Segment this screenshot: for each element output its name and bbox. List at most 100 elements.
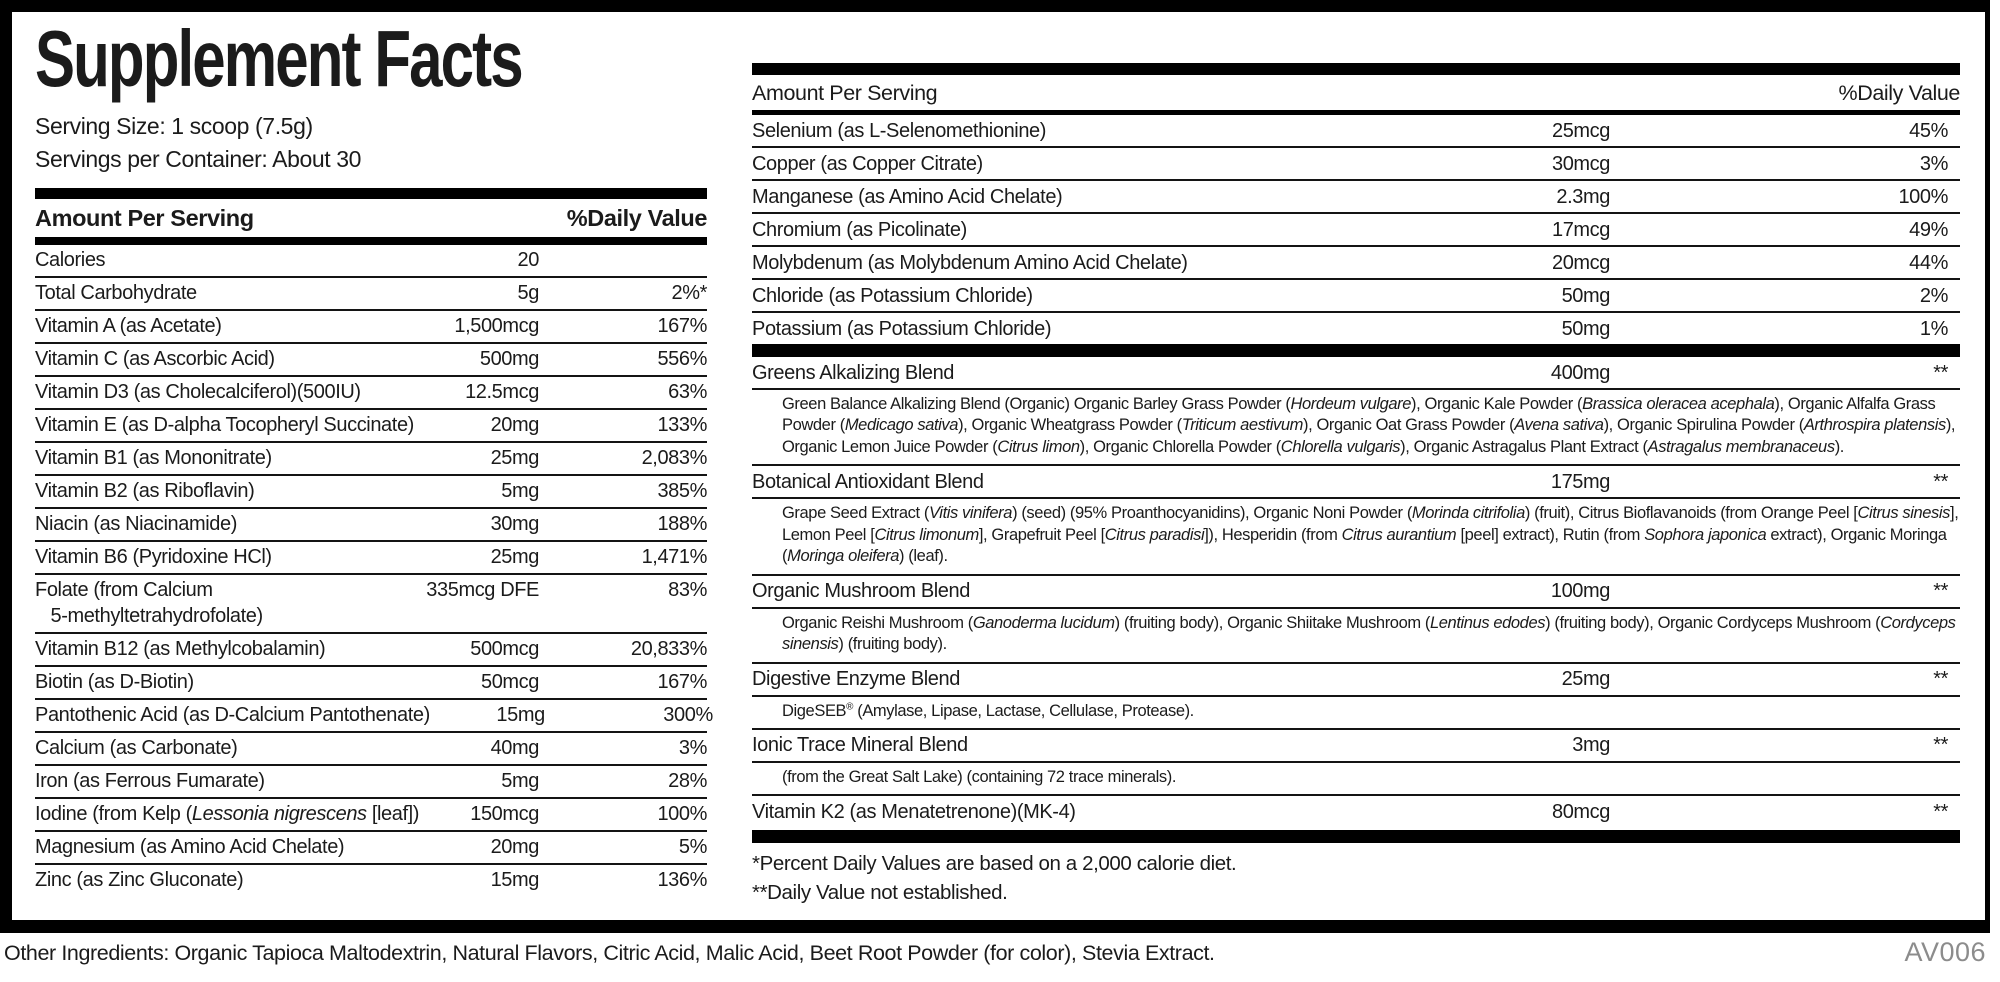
blend-daily-value: ** [1933,470,1948,493]
nutrient-name: Total Carbohydrate [35,282,197,305]
nutrient-amount: 15mg [496,704,545,727]
nutrient-daily-value: 1,471% [641,546,708,569]
nutrient-name: Zinc (as Zinc Gluconate) [35,869,244,892]
nutrient-name: Vitamin C (as Ascorbic Acid) [35,348,275,371]
right-table-header: Amount Per Serving %Daily Value [752,75,1960,110]
nutrient-name: Iron (as Ferrous Fumarate) [35,770,265,793]
nutrient-daily-value: 2%* [671,282,708,305]
nutrient-row: Zinc (as Zinc Gluconate) 15mg 136% [35,865,707,896]
nutrient-name: Vitamin B2 (as Riboflavin) [35,480,255,503]
nutrient-daily-value: 20,833% [630,638,708,661]
blend-row: Ionic Trace Mineral Blend 3mg ** [752,730,1960,763]
nutrient-row: Calories 20 [35,245,707,278]
nutrient-amount: 25mg [490,546,540,569]
nutrient-daily-value: 385% [657,480,707,503]
nutrient-row: Chloride (as Potassium Chloride) 50mg 2% [752,280,1960,313]
blend-name: Greens Alkalizing Blend [752,361,955,384]
nutrient-name: Iodine (from Kelp (Lessonia nigrescens [… [35,803,420,826]
nutrient-daily-value: 44% [1909,251,1948,274]
page-title: Supplement Facts [35,18,707,98]
right-table-rows: Selenium (as L-Selenomethionine) 25mcg 4… [752,115,1960,344]
nutrient-amount: 30mg [490,513,540,536]
nutrient-name: Vitamin B6 (Pyridoxine HCl) [35,546,272,569]
nutrient-name: Copper (as Copper Citrate) [752,152,983,175]
footnote-daily-values: *Percent Daily Values are based on a 2,0… [752,852,1237,876]
label-code: AV006 [1904,937,1986,967]
amount-per-serving-header: Amount Per Serving [35,204,254,231]
nutrient-row: Vitamin E (as D-alpha Tocopheryl Succina… [35,410,707,443]
nutrient-amount: 5mg [501,770,539,793]
nutrient-name: Calories [35,249,106,272]
thick-bar [35,236,707,245]
nutrient-amount: 500mg [479,348,540,371]
nutrient-amount: 40mg [490,737,540,760]
nutrient-daily-value: 133% [657,414,707,437]
blend-name: Botanical Antioxidant Blend [752,470,984,493]
nutrient-row: Selenium (as L-Selenomethionine) 25mcg 4… [752,115,1960,148]
blend-amount: 25mg [1561,668,1611,690]
thick-bar [35,187,707,199]
nutrient-amount: 20 [517,249,540,272]
blend-row: Digestive Enzyme Blend 25mg ** [752,664,1960,697]
nutrient-amount: 20mg [490,414,540,437]
nutrient-row: Vitamin B6 (Pyridoxine HCl) 25mg 1,471% [35,542,707,575]
nutrient-daily-value: 63% [668,381,707,404]
nutrient-daily-value: 167% [657,315,707,338]
nutrient-row: Folate (from Calcium 5-methyltetrahydrof… [35,575,707,634]
nutrient-name: Vitamin D3 (as Cholecalciferol)(500IU) [35,381,361,404]
nutrient-amount: 1,500mcg [454,315,539,338]
serving-size: Serving Size: 1 scoop (7.5g) [35,113,313,140]
nutrient-daily-value: 45% [1909,119,1948,142]
nutrient-row: Vitamin D3 (as Cholecalciferol)(500IU) 1… [35,377,707,410]
left-table-rows: Calories 20 Total Carbohydrate 5g 2%* Vi… [35,245,713,896]
serving-info: Serving Size: 1 scoop (7.5g) Servings pe… [35,110,707,175]
nutrient-daily-value: 5% [678,836,708,859]
nutrient-amount: 15mg [490,869,540,892]
blend-rows: Greens Alkalizing Blend 400mg ** Green B… [752,357,1960,827]
blend-row: Organic Mushroom Blend 100mg ** [752,576,1960,609]
nutrient-amount: 50mg [1561,317,1611,340]
blend-amount: 3mg [1572,734,1610,757]
footnote-not-established: **Daily Value not established. [752,880,1008,904]
blend-name: Organic Mushroom Blend [752,580,970,603]
nutrient-row: Copper (as Copper Citrate) 30mcg 3% [752,148,1960,181]
blend-amount: 175mg [1550,470,1611,493]
blend-daily-value: ** [1933,361,1948,384]
nutrient-daily-value: 136% [657,869,707,892]
nutrient-name: Vitamin A (as Acetate) [35,315,222,338]
nutrient-daily-value: 100% [1898,185,1948,208]
blend-description: DigeSEB® (Amylase, Lipase, Lactase, Cell… [752,697,1960,730]
nutrient-row: Manganese (as Amino Acid Chelate) 2.3mg … [752,181,1960,214]
nutrient-row: Vitamin B2 (as Riboflavin) 5mg 385% [35,476,707,509]
nutrient-name: Biotin (as D-Biotin) [35,671,194,694]
nutrient-row: Vitamin B12 (as Methylcobalamin) 500mcg … [35,634,707,667]
servings-per-container: Servings per Container: About 30 [35,146,362,173]
left-column: Supplement Facts Serving Size: 1 scoop (… [12,12,713,920]
nutrient-row: Molybdenum (as Molybdenum Amino Acid Che… [752,247,1960,280]
nutrient-daily-value: 83% [668,579,707,602]
nutrient-row: Magnesium (as Amino Acid Chelate) 20mg 5… [35,832,707,865]
daily-value-header: %Daily Value [1838,81,1961,105]
nutrient-amount: 17mcg [1551,218,1610,241]
nutrient-row: Niacin (as Niacinamide) 30mg 188% [35,509,707,542]
nutrient-row: Iron (as Ferrous Fumarate) 5mg 28% [35,766,707,799]
nutrient-amount: 25mg [490,447,540,470]
nutrient-daily-value: 2% [1919,284,1949,307]
blend-description: Grape Seed Extract (Vitis vinifera) (see… [752,499,1960,576]
nutrient-name: Niacin (as Niacinamide) [35,513,237,536]
nutrient-row: Potassium (as Potassium Chloride) 50mg 1… [752,313,1960,344]
nutrient-amount: 50mcg [480,671,539,694]
blend-row: Vitamin K2 (as Menatetrenone)(MK-4) 80mc… [752,796,1960,827]
nutrient-row: Vitamin A (as Acetate) 1,500mcg 167% [35,311,707,344]
nutrient-row: Biotin (as D-Biotin) 50mcg 167% [35,667,707,700]
nutrient-name: Vitamin B1 (as Mononitrate) [35,447,272,470]
nutrient-row: Calcium (as Carbonate) 40mg 3% [35,733,707,766]
blend-name: Ionic Trace Mineral Blend [752,734,968,757]
blend-description: (from the Great Salt Lake) (containing 7… [752,763,1960,797]
nutrient-daily-value: 28% [668,770,707,793]
nutrient-row: Iodine (from Kelp (Lessonia nigrescens [… [35,799,707,832]
nutrient-daily-value: 2,083% [641,447,708,470]
nutrient-daily-value: 167% [657,671,707,694]
divider [752,110,1960,115]
nutrient-row: Pantothenic Acid (as D-Calcium Pantothen… [35,700,713,733]
